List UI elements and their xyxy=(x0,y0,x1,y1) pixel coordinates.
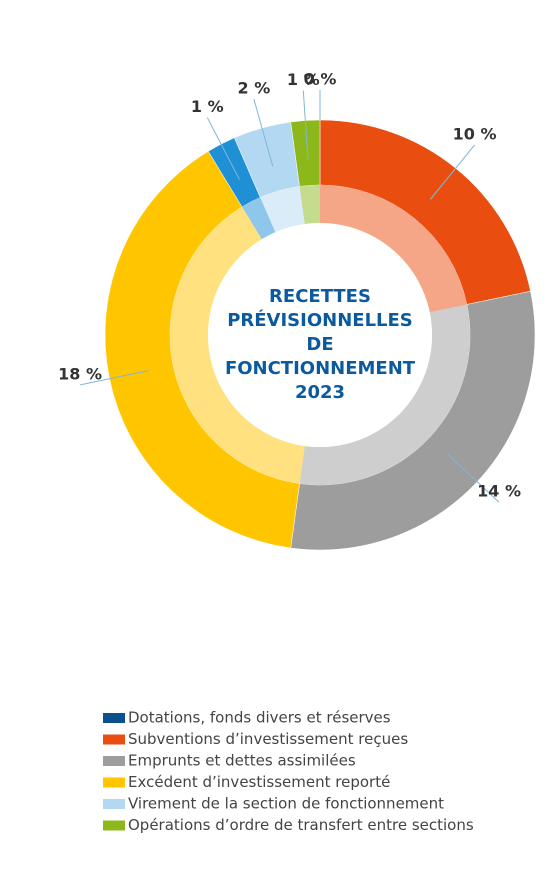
donut-inner-slice xyxy=(242,197,276,240)
data-label: 1 % xyxy=(191,97,224,116)
data-label: 18 % xyxy=(58,364,102,383)
donut-inner-slice xyxy=(320,185,467,313)
legend-label: Opérations d’ordre de transfert entre se… xyxy=(128,816,474,834)
leader-line xyxy=(253,98,274,167)
data-label: 0 % xyxy=(304,70,337,89)
leader-line xyxy=(430,144,476,200)
data-label: 2 % xyxy=(238,79,271,98)
legend-swatch xyxy=(103,734,125,745)
donut-inner-slice xyxy=(169,206,305,484)
legend-label: Excédent d’investissement reporté xyxy=(128,773,390,791)
legend-label: Subventions d’investissement reçues xyxy=(128,730,408,748)
leader-line xyxy=(302,90,309,161)
donut-center xyxy=(208,223,432,447)
legend-swatch xyxy=(103,756,125,766)
donut-inner-slice xyxy=(299,304,471,486)
legend-swatch xyxy=(103,820,125,831)
donut-inner-slice xyxy=(299,185,320,225)
data-label: 10 % xyxy=(453,124,497,143)
donut-inner-slice xyxy=(260,186,305,233)
legend-swatch xyxy=(103,777,125,788)
leader-line xyxy=(447,454,500,503)
legend-swatch xyxy=(103,799,125,809)
legend-swatch xyxy=(103,713,125,723)
data-label: 1 % xyxy=(287,70,320,89)
legend-label: Virement de la section de fonctionnement xyxy=(128,795,444,813)
leader-line xyxy=(206,117,240,180)
legend-label: Dotations, fonds divers et réserves xyxy=(128,709,391,727)
chart-title: RECETTES PRÉVISIONNELLES DE FONCTIONNEME… xyxy=(224,286,416,403)
leader-line xyxy=(80,370,149,386)
legend-label: Emprunts et dettes assimilées xyxy=(128,752,356,770)
data-label: 14 % xyxy=(477,482,521,501)
